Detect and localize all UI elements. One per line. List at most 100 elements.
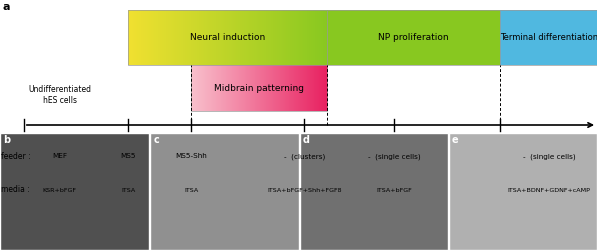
Bar [528, 10, 530, 65]
Bar [152, 10, 153, 65]
Bar [251, 65, 252, 111]
Bar [297, 10, 298, 65]
Bar [503, 10, 504, 65]
Bar [292, 65, 293, 111]
Bar [209, 65, 210, 111]
Bar [260, 10, 261, 65]
Bar [383, 10, 384, 65]
Bar [563, 10, 564, 65]
Bar [581, 10, 582, 65]
Bar [479, 10, 481, 65]
Bar [261, 10, 263, 65]
Bar [239, 65, 241, 111]
Bar [214, 10, 216, 65]
Bar [325, 10, 326, 65]
Bar [429, 10, 430, 65]
Bar [556, 10, 558, 65]
Bar [249, 65, 250, 111]
Bar [439, 10, 440, 65]
Bar [156, 10, 157, 65]
Bar [285, 10, 287, 65]
Bar [247, 10, 248, 65]
Bar [529, 10, 530, 65]
Bar [243, 65, 244, 111]
Bar [167, 10, 168, 65]
Text: MS5: MS5 [121, 153, 136, 159]
Bar [397, 10, 398, 65]
Bar [315, 65, 316, 111]
Bar [507, 10, 508, 65]
Bar [276, 10, 278, 65]
Bar [340, 10, 341, 65]
Bar [226, 65, 227, 111]
Bar [565, 10, 566, 65]
Bar [463, 10, 464, 65]
Bar [578, 10, 579, 65]
Bar [417, 10, 418, 65]
Bar [590, 10, 591, 65]
Bar [533, 10, 534, 65]
Bar [316, 65, 317, 111]
Bar [438, 10, 439, 65]
Bar [322, 65, 324, 111]
Bar [331, 10, 333, 65]
Bar [202, 10, 203, 65]
Bar [210, 65, 211, 111]
Bar [274, 65, 275, 111]
Bar [181, 10, 183, 65]
Bar [309, 65, 310, 111]
Bar [247, 65, 248, 111]
Bar [315, 10, 316, 65]
Bar [346, 10, 347, 65]
Bar [340, 10, 341, 65]
Bar [504, 10, 505, 65]
Bar [321, 65, 322, 111]
Bar [322, 65, 323, 111]
Bar [150, 10, 151, 65]
Bar [531, 10, 533, 65]
Bar [524, 10, 525, 65]
Bar [512, 10, 513, 65]
Bar [318, 10, 319, 65]
Bar [581, 10, 583, 65]
Text: c: c [153, 135, 159, 145]
Bar [181, 10, 182, 65]
Bar [309, 65, 310, 111]
Bar [552, 10, 553, 65]
Bar [261, 10, 262, 65]
Bar [553, 10, 554, 65]
Bar [220, 10, 221, 65]
Bar [409, 10, 410, 65]
Bar [388, 10, 389, 65]
Bar [301, 10, 302, 65]
Bar [404, 10, 405, 65]
Bar [196, 10, 197, 65]
Bar [218, 65, 219, 111]
Bar [257, 10, 259, 65]
Bar [281, 10, 282, 65]
Bar [260, 10, 261, 65]
Bar [546, 10, 547, 65]
Bar [590, 10, 591, 65]
Bar [182, 10, 183, 65]
Bar [501, 10, 502, 65]
Bar [556, 10, 558, 65]
Bar [189, 10, 190, 65]
Bar [128, 10, 327, 65]
Bar [448, 10, 450, 65]
Bar [444, 10, 445, 65]
Bar [191, 10, 193, 65]
Bar [133, 10, 134, 65]
Bar [567, 10, 568, 65]
Bar [585, 10, 586, 65]
Bar [267, 65, 268, 111]
Text: Midbrain patterning: Midbrain patterning [214, 84, 304, 92]
Bar [449, 10, 450, 65]
Bar [192, 65, 193, 111]
Bar [282, 10, 284, 65]
Bar [555, 10, 556, 65]
Bar [278, 65, 279, 111]
Bar [568, 10, 570, 65]
Bar [579, 10, 580, 65]
Bar [478, 10, 479, 65]
